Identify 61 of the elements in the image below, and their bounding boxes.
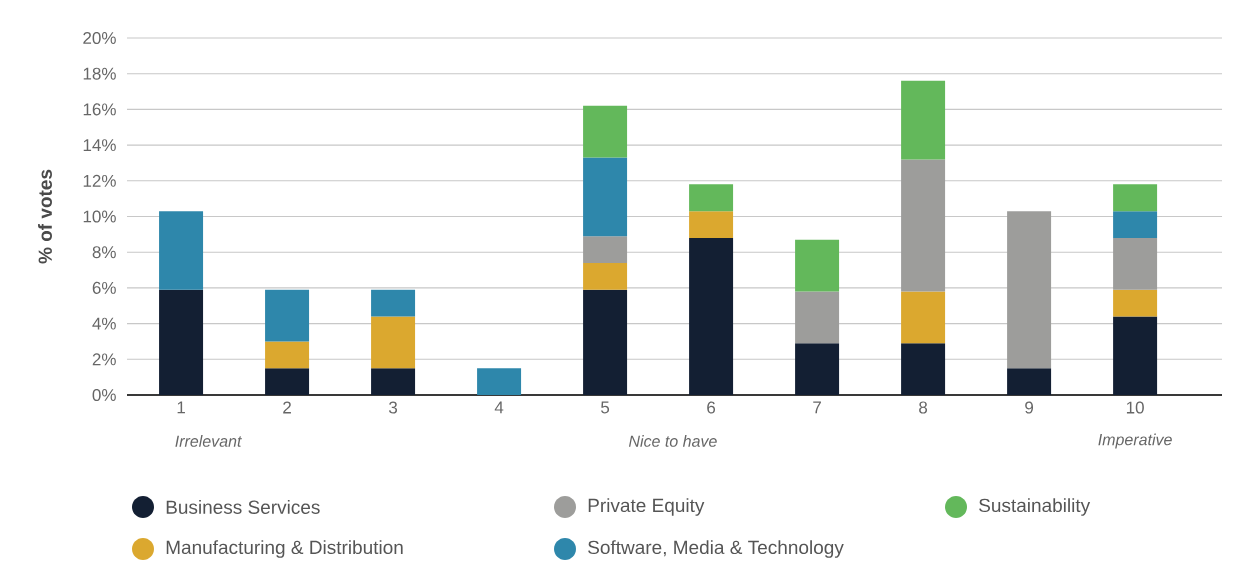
text: Irrelevant xyxy=(175,435,242,447)
bar xyxy=(1113,289,1158,317)
bar xyxy=(583,289,628,395)
x-tick-label: 4 xyxy=(494,401,504,414)
text: Nice to have xyxy=(628,435,717,447)
y-tick-label: 18% xyxy=(83,67,116,80)
bar xyxy=(159,289,204,395)
x-tick-label: 9 xyxy=(1025,401,1034,414)
bar xyxy=(583,262,628,290)
bar xyxy=(1113,237,1158,290)
x-tick-label: 5 xyxy=(601,401,610,414)
x-tick-label: 6 xyxy=(707,401,716,414)
y-tick-label: 20% xyxy=(83,31,116,45)
y-axis-title: % of votes xyxy=(38,169,52,264)
y-tick-label: 6% xyxy=(92,281,116,294)
bar xyxy=(689,184,734,212)
bar xyxy=(901,343,946,395)
x-tick-label: 1 xyxy=(177,401,185,414)
bar xyxy=(265,368,310,395)
bar xyxy=(371,316,416,369)
x-tick-label: 7 xyxy=(813,401,821,414)
x-tick-label: 10 xyxy=(1126,401,1144,414)
x-tick-label: 8 xyxy=(919,401,928,414)
x-tick-label: 2 xyxy=(283,401,291,414)
y-tick-label: 0% xyxy=(92,388,116,402)
legend-label: Manufacturing & Distribution xyxy=(166,540,403,558)
legend-label: Sustainability xyxy=(979,498,1091,516)
y-tick-label: 16% xyxy=(83,103,116,116)
bar xyxy=(371,368,416,395)
bar xyxy=(689,237,734,395)
y-tick-label: 14% xyxy=(83,139,116,152)
bar xyxy=(265,341,310,369)
y-tick-label: 10% xyxy=(83,210,116,223)
legend-label: Business Services xyxy=(166,500,320,514)
bar xyxy=(1007,211,1052,369)
bar xyxy=(477,368,522,395)
bar xyxy=(583,157,628,237)
bar xyxy=(795,239,840,292)
y-tick-label: 12% xyxy=(83,174,116,187)
bar xyxy=(1113,211,1158,238)
bar xyxy=(583,236,628,263)
bar xyxy=(901,159,946,292)
bar xyxy=(159,211,204,290)
bar xyxy=(583,105,628,158)
text: Imperative xyxy=(1098,433,1172,449)
bar xyxy=(901,291,946,344)
bar xyxy=(265,289,310,342)
bar xyxy=(689,211,734,238)
bar xyxy=(795,343,840,395)
bar xyxy=(901,80,946,160)
bar xyxy=(1007,368,1052,395)
y-tick-label: 8% xyxy=(92,246,116,259)
bar xyxy=(1113,184,1158,212)
legend-label: Private Equity xyxy=(588,498,705,516)
bar xyxy=(1113,316,1158,395)
x-tick-label: 3 xyxy=(388,401,398,414)
bar xyxy=(371,289,416,317)
y-tick-label: 2% xyxy=(92,353,116,366)
y-tick-label: 4% xyxy=(92,317,116,330)
legend-label: Software, Media & Technology xyxy=(588,540,844,558)
bar xyxy=(795,291,840,344)
